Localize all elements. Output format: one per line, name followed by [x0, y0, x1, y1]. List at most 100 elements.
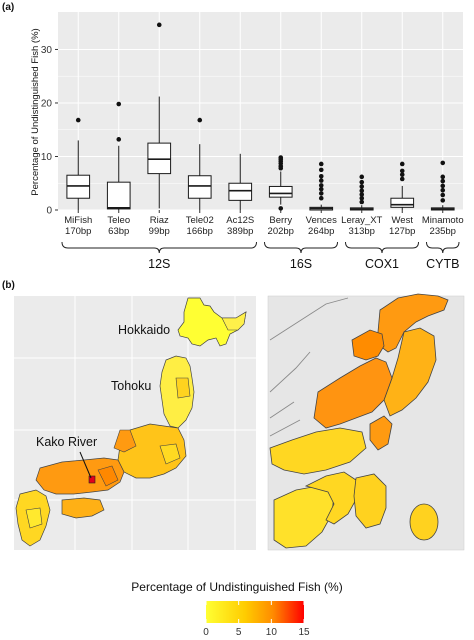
- x-tick-sublabel: 127bp: [389, 226, 415, 237]
- box-mifish: [66, 174, 91, 199]
- gray-coast-lines: [269, 297, 349, 437]
- outlier-point: [359, 179, 365, 185]
- box-teleo: [106, 181, 131, 210]
- x-tick-sublabel: 202bp: [268, 226, 294, 237]
- y-tick-label: 10: [41, 152, 53, 163]
- outlier-point: [278, 206, 284, 211]
- hokuriku-region: [113, 429, 137, 453]
- outlier-point: [318, 191, 324, 196]
- x-tick-sublabel: 235bp: [430, 226, 456, 237]
- box-west: [390, 197, 415, 208]
- x-tick-sublabel: 63bp: [108, 226, 129, 237]
- x-tick-label: Berry: [269, 215, 292, 226]
- tohoku-label: Tohoku: [111, 379, 151, 393]
- x-tick-label: Vences: [306, 215, 337, 226]
- x-tick-label: Ac12S: [226, 215, 254, 226]
- tohoku-region: [159, 355, 195, 429]
- outlier-point: [359, 188, 365, 194]
- group-label: 12S: [148, 257, 170, 271]
- plot-background: [58, 12, 463, 210]
- group-label: CYTB: [426, 257, 459, 271]
- kako-river-marker: [88, 475, 96, 484]
- outlier-point: [399, 168, 405, 174]
- outlier-point: [318, 178, 324, 183]
- outlier-point: [399, 176, 405, 182]
- box-ac12s: [228, 182, 253, 201]
- outlier-point: [318, 167, 324, 173]
- outlier-point: [359, 184, 365, 189]
- outlier-point: [440, 178, 446, 184]
- hokkaido-east: [221, 311, 247, 331]
- outlier-point: [440, 187, 446, 193]
- zoomed-region-south-west: [269, 427, 367, 475]
- box-tele02: [187, 175, 212, 199]
- outlier-point: [278, 155, 284, 160]
- x-tick-label: MiFish: [64, 215, 92, 226]
- zoomed-region-island: [409, 503, 439, 541]
- y-tick-label: 20: [41, 98, 53, 109]
- x-tick-label: Tele02: [186, 215, 214, 226]
- outlier-point: [399, 172, 405, 177]
- outlier-point: [318, 173, 324, 179]
- group-bracket: [426, 241, 460, 254]
- zoomed-region-southeast: [353, 473, 387, 529]
- outlier-point: [116, 137, 122, 142]
- group-bracket: [264, 241, 338, 254]
- y-axis-label: Percentage of Undistinguished Fish (%): [30, 28, 41, 195]
- y-tick-label: 0: [46, 206, 52, 217]
- outlier-point: [318, 195, 324, 201]
- outlier-point: [75, 117, 81, 123]
- legend-tick-label: 10: [266, 627, 278, 638]
- x-tick-label: West: [392, 215, 414, 226]
- kinki-inner: [97, 465, 119, 487]
- group-bracket: [345, 241, 419, 254]
- hokkaido-label: Hokkaido: [118, 323, 170, 337]
- outlier-point: [318, 183, 324, 188]
- outlier-point: [359, 174, 365, 180]
- zoomed-region-south: [273, 485, 335, 549]
- outlier-point: [116, 101, 122, 107]
- japan-map: Hokkaido Tohoku Kako River: [14, 296, 256, 550]
- legend-tick-label: 15: [298, 627, 310, 638]
- tohoku-inner: [175, 377, 191, 399]
- zoomed-region-small: [369, 415, 393, 451]
- x-tick-label: Minamoto: [422, 215, 464, 226]
- x-tick-label: Teleo: [107, 215, 130, 226]
- legend-ticks: 0 5 10 15: [203, 601, 310, 638]
- outlier-point: [318, 186, 324, 192]
- kako-river-pointer: [79, 451, 92, 479]
- legend-title: Percentage of Undistinguished Fish (%): [131, 580, 342, 594]
- y-tick-label: 30: [41, 45, 53, 56]
- legend-colorbar: [206, 601, 304, 623]
- panel-b-label: (b): [2, 280, 15, 291]
- x-tick-sublabel: 170bp: [65, 226, 91, 237]
- outlier-point: [440, 183, 446, 189]
- boxplot-chart: Percentage of Undistinguished Fish (%) 0…: [30, 12, 464, 271]
- zoomed-map: [267, 293, 465, 551]
- x-tick-sublabel: 264bp: [308, 226, 334, 237]
- x-tick-sublabel: 166bp: [187, 226, 213, 237]
- box-berry: [268, 185, 293, 198]
- x-tick-sublabel: 389bp: [227, 226, 253, 237]
- zoomed-region-northwest: [351, 329, 385, 361]
- legend-tick-label: 5: [236, 627, 242, 638]
- outlier-point: [318, 161, 324, 167]
- x-tick-label: Riaz: [150, 215, 169, 226]
- outlier-point: [440, 192, 446, 198]
- legend-tick-label: 0: [203, 627, 209, 638]
- panel-a-label: (a): [2, 2, 15, 13]
- kako-river-label: Kako River: [36, 435, 97, 449]
- box-riaz: [147, 142, 172, 175]
- outlier-point: [359, 199, 365, 205]
- group-label: COX1: [365, 257, 399, 271]
- outlier-point: [156, 22, 162, 28]
- group-bracket: [61, 241, 257, 254]
- chugoku-kinki-region: [35, 457, 125, 495]
- outlier-point: [440, 174, 446, 180]
- outlier-point: [359, 195, 365, 201]
- outlier-point: [197, 117, 203, 123]
- outlier-point: [359, 192, 365, 197]
- zoomed-region-peninsula: [304, 471, 359, 525]
- japan-map-panel: Hokkaido Tohoku Kako River Percentage of…: [14, 293, 465, 638]
- kyushu-inner: [25, 507, 43, 529]
